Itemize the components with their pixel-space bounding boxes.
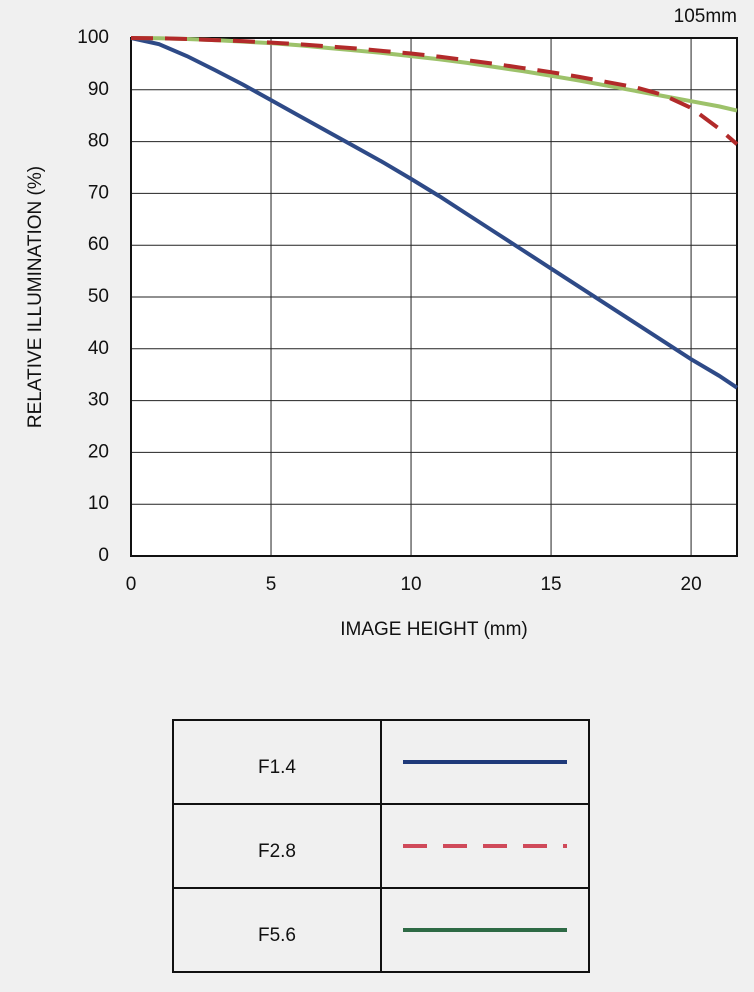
x-tick-label: 15 xyxy=(540,574,561,595)
x-tick-label: 20 xyxy=(681,574,702,595)
legend-cell xyxy=(380,887,590,973)
y-tick-label: 70 xyxy=(88,182,109,203)
legend-label: F2.8 xyxy=(258,841,296,862)
plot-border xyxy=(130,37,738,557)
y-tick-label: 80 xyxy=(88,131,109,152)
y-tick-label: 10 xyxy=(88,493,109,514)
y-axis-label: RELATIVE ILLUMINATION (%) xyxy=(25,166,46,428)
y-tick-label: 100 xyxy=(77,27,109,48)
y-tick-label: 0 xyxy=(98,545,109,566)
y-tick-label: 30 xyxy=(88,390,109,411)
x-tick-label: 0 xyxy=(126,574,137,595)
y-tick-label: 40 xyxy=(88,338,109,359)
legend-label: F5.6 xyxy=(258,925,296,946)
x-tick-label: 10 xyxy=(400,574,421,595)
legend-label: F1.4 xyxy=(258,757,296,778)
series-line xyxy=(130,36,739,146)
series-line xyxy=(130,36,739,390)
y-tick-label: 50 xyxy=(88,286,109,307)
x-tick-label: 5 xyxy=(266,574,277,595)
y-tick-label: 20 xyxy=(88,441,109,462)
chart-title: 105mm xyxy=(674,6,737,27)
x-axis-label: IMAGE HEIGHT (mm) xyxy=(340,619,528,640)
y-tick-label: 60 xyxy=(88,234,109,255)
y-tick-label: 90 xyxy=(88,79,109,100)
